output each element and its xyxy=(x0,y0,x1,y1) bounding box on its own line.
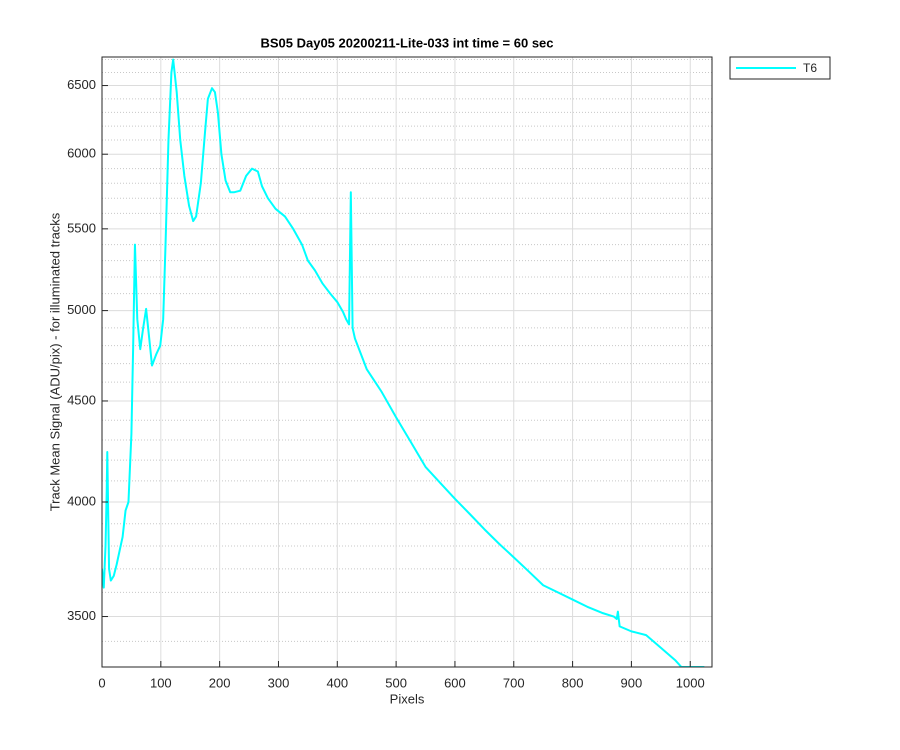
x-tick-label: 0 xyxy=(98,675,105,690)
data-line xyxy=(102,58,705,667)
y-tick-label: 4500 xyxy=(67,392,96,407)
y-tick-label: 4000 xyxy=(67,493,96,508)
axes-box xyxy=(101,56,713,668)
x-tick-label: 100 xyxy=(150,675,172,690)
y-tick-label: 5500 xyxy=(67,220,96,235)
x-tick-label: 900 xyxy=(621,675,643,690)
x-tick-label: 1000 xyxy=(676,675,705,690)
x-tick-label: 700 xyxy=(503,675,525,690)
plot-area xyxy=(102,57,712,667)
x-tick-label: 500 xyxy=(385,675,407,690)
x-tick-label: 400 xyxy=(326,675,348,690)
y-tick-label: 3500 xyxy=(67,608,96,623)
y-axis-label: Track Mean Signal (ADU/pix) - for illumi… xyxy=(47,212,62,511)
x-tick-label: 200 xyxy=(209,675,231,690)
legend-label: T6 xyxy=(803,61,817,75)
x-tick-label: 800 xyxy=(562,675,584,690)
x-axis-label: Pixels xyxy=(390,691,425,706)
y-tick-label: 5000 xyxy=(67,302,96,317)
ticks: 3500 4000 4500 5000 5500 6000 6500 0 100 200 300 40… xyxy=(67,77,705,690)
legend: T6 xyxy=(729,56,831,80)
x-tick-label: 600 xyxy=(444,675,466,690)
chart-title: BS05 Day05 20200211-Lite-033 int time = … xyxy=(260,35,553,50)
y-tick-label: 6000 xyxy=(67,146,96,161)
x-tick-label: 300 xyxy=(268,675,290,690)
y-tick-label: 6500 xyxy=(67,77,96,92)
plot xyxy=(102,58,705,667)
